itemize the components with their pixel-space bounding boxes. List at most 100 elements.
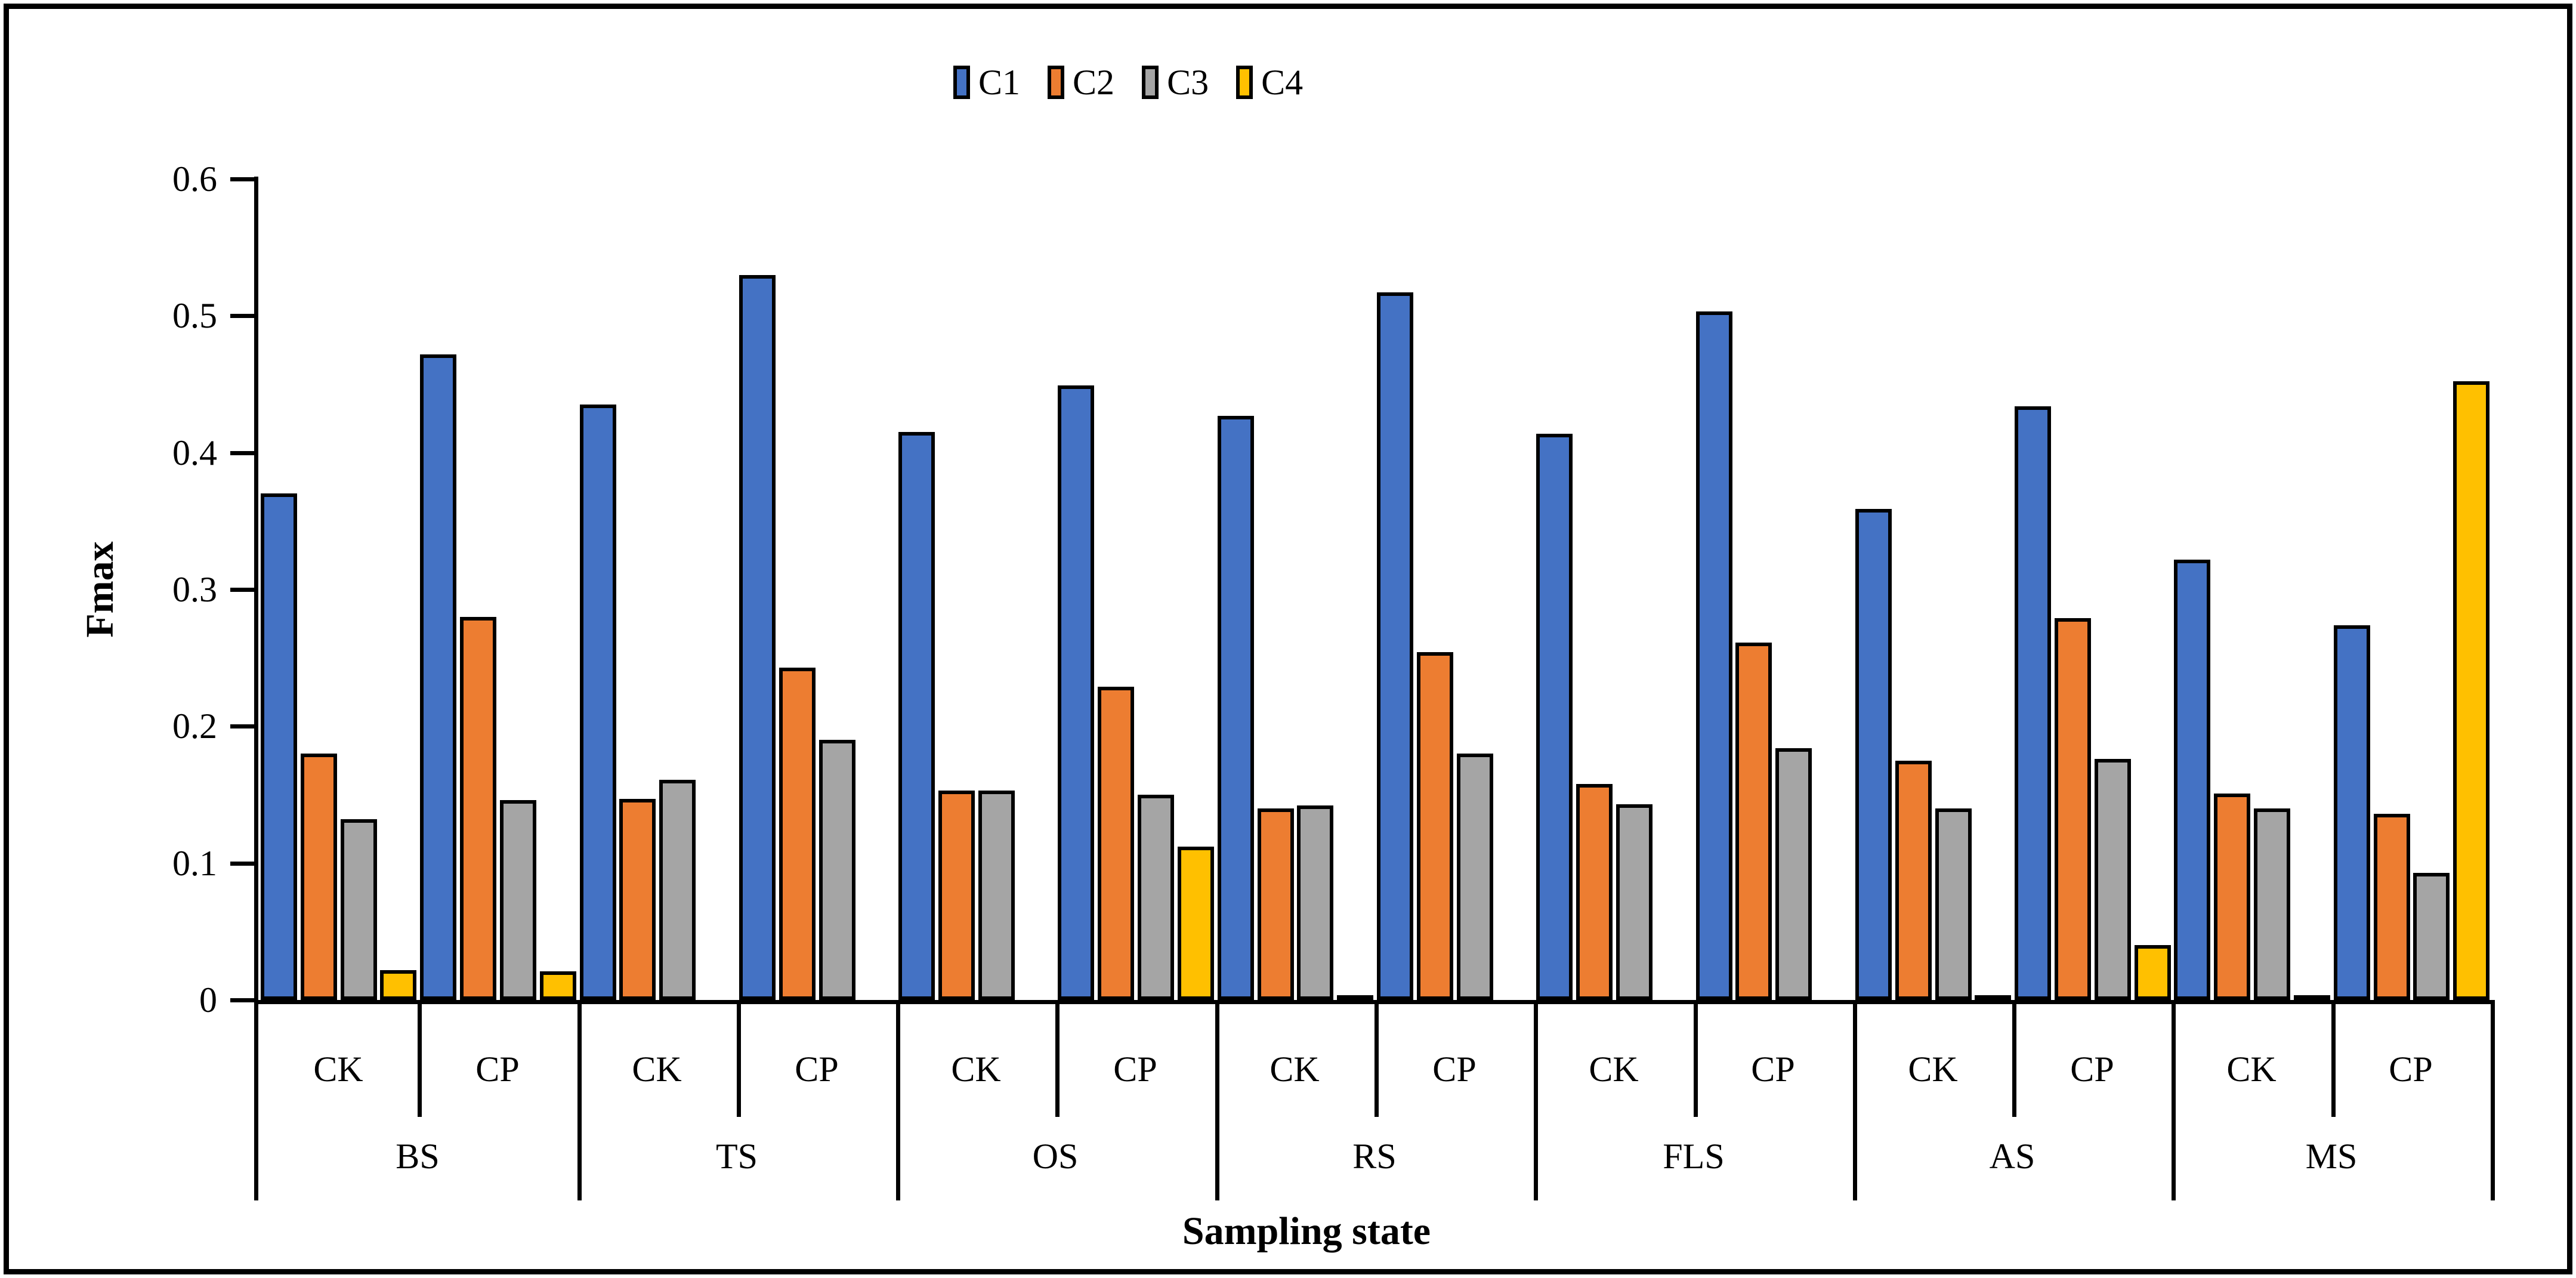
- legend-label-C2: C2: [1073, 63, 1115, 102]
- bar-TS-CK-C3: [659, 780, 696, 1000]
- bar-MS-CP-C2: [2374, 814, 2410, 1000]
- bar-MS-CP-C4: [2453, 381, 2489, 1000]
- y-tick-label-0.5: 0.5: [172, 296, 217, 335]
- y-tick-0.1: [230, 862, 254, 866]
- bar-OS-CP-C3: [1138, 795, 1174, 1000]
- bar-BS-CP-C3: [500, 800, 536, 1000]
- bar-AS-CK-C2: [1895, 761, 1932, 1000]
- bar-BS-CP-C4: [540, 971, 576, 1000]
- bar-OS-CP-C4: [1178, 847, 1214, 1000]
- subgroup-label-CK: CK: [1908, 1049, 1958, 1089]
- bar-BS-CK-C4: [380, 970, 416, 1000]
- y-tick-label-0.6: 0.6: [172, 159, 217, 199]
- bar-RS-CP-C2: [1417, 652, 1453, 1000]
- subgroup-label-CK: CK: [313, 1049, 363, 1089]
- group-divider: [577, 1000, 582, 1200]
- legend-label-C3: C3: [1167, 63, 1209, 102]
- bar-AS-CK-C3: [1935, 808, 1972, 1000]
- subgroup-label-CP: CP: [2389, 1049, 2433, 1089]
- subgroup-label-CK: CK: [951, 1049, 1001, 1089]
- bar-TS-CP-C2: [779, 668, 816, 1000]
- bar-MS-CK-C3: [2254, 808, 2290, 1000]
- legend-swatch-C2: [1048, 66, 1065, 99]
- legend-item-C4: C4: [1236, 64, 1303, 100]
- subgroup-label-CP: CP: [1432, 1049, 1477, 1089]
- bar-BS-CK-C3: [341, 819, 377, 1000]
- bar-OS-CK-C2: [938, 791, 975, 1000]
- group-divider: [1534, 1000, 1538, 1200]
- y-tick-0.3: [230, 588, 254, 592]
- y-tick-label-0: 0: [199, 980, 217, 1020]
- legend-item-C1: C1: [953, 64, 1020, 100]
- bar-OS-CK-C1: [898, 432, 935, 1000]
- legend-item-C2: C2: [1048, 64, 1114, 100]
- group-label-AS: AS: [1989, 1137, 2036, 1176]
- bar-AS-CP-C1: [2015, 406, 2051, 1000]
- subgroup-divider: [1375, 1000, 1379, 1117]
- bar-FLS-CK-C2: [1576, 784, 1613, 1000]
- bar-MS-CP-C1: [2334, 625, 2370, 1000]
- subgroup-label-CK: CK: [2226, 1049, 2277, 1089]
- subgroup-label-CP: CP: [1113, 1049, 1157, 1089]
- y-tick-label-0.1: 0.1: [172, 844, 217, 883]
- bar-RS-CK-C1: [1218, 416, 1254, 1000]
- subgroup-divider: [737, 1000, 741, 1117]
- group-divider: [2491, 1000, 2495, 1200]
- bar-AS-CP-C2: [2055, 618, 2091, 1000]
- bar-AS-CP-C3: [2095, 759, 2131, 1000]
- group-label-FLS: FLS: [1663, 1137, 1725, 1176]
- subgroup-divider: [2331, 1000, 2336, 1117]
- bar-MS-CP-C3: [2413, 873, 2450, 1000]
- legend: C1 C2 C3 C4: [953, 64, 1303, 100]
- bar-FLS-CK-C3: [1616, 804, 1653, 1000]
- bar-RS-CP-C3: [1457, 754, 1493, 1000]
- group-label-BS: BS: [396, 1137, 440, 1176]
- bar-FLS-CP-C2: [1735, 643, 1772, 1000]
- y-tick-0.4: [230, 451, 254, 455]
- bar-RS-CK-C2: [1258, 808, 1294, 1000]
- subgroup-label-CK: CK: [632, 1049, 682, 1089]
- group-divider: [1853, 1000, 1857, 1200]
- y-tick-0.5: [230, 314, 254, 318]
- legend-label-C4: C4: [1261, 63, 1304, 102]
- y-axis-line: [254, 177, 258, 1200]
- x-axis-title: Sampling state: [1182, 1209, 1431, 1253]
- subgroup-label-CK: CK: [1589, 1049, 1639, 1089]
- bar-OS-CK-C3: [978, 791, 1015, 1000]
- subgroup-divider: [1694, 1000, 1698, 1117]
- bar-AS-CK-C1: [1855, 509, 1892, 1000]
- subgroup-divider: [418, 1000, 422, 1117]
- bar-MS-CK-C1: [2174, 560, 2210, 1000]
- group-label-MS: MS: [2305, 1137, 2358, 1176]
- subgroup-label-CP: CP: [475, 1049, 520, 1089]
- subgroup-label-CP: CP: [1751, 1049, 1795, 1089]
- bar-FLS-CP-C1: [1696, 311, 1732, 1000]
- legend-swatch-C3: [1142, 66, 1159, 99]
- bar-MS-CK-C2: [2214, 794, 2250, 1000]
- bar-BS-CK-C1: [261, 493, 297, 1000]
- y-tick-label-0.3: 0.3: [172, 570, 217, 609]
- bar-RS-CP-C1: [1377, 292, 1413, 1000]
- subgroup-divider: [2012, 1000, 2016, 1117]
- group-divider: [1215, 1000, 1219, 1200]
- bar-BS-CP-C2: [460, 617, 496, 1000]
- bar-TS-CK-C1: [580, 405, 616, 1000]
- subgroup-label-CP: CP: [2070, 1049, 2114, 1089]
- y-tick-0.6: [230, 177, 254, 181]
- y-tick-0.2: [230, 724, 254, 728]
- bar-FLS-CK-C1: [1536, 434, 1573, 1000]
- bar-OS-CP-C1: [1058, 385, 1094, 1000]
- group-divider: [896, 1000, 900, 1200]
- bar-BS-CP-C1: [420, 354, 456, 1000]
- y-tick-label-0.4: 0.4: [172, 433, 217, 473]
- group-label-RS: RS: [1352, 1137, 1397, 1176]
- legend-label-C1: C1: [978, 63, 1021, 102]
- bar-TS-CK-C2: [619, 799, 656, 1000]
- bar-BS-CK-C2: [301, 754, 337, 1000]
- bar-TS-CP-C3: [819, 740, 855, 1000]
- subgroup-divider: [1055, 1000, 1060, 1117]
- group-divider: [2172, 1000, 2176, 1200]
- group-label-TS: TS: [715, 1137, 758, 1176]
